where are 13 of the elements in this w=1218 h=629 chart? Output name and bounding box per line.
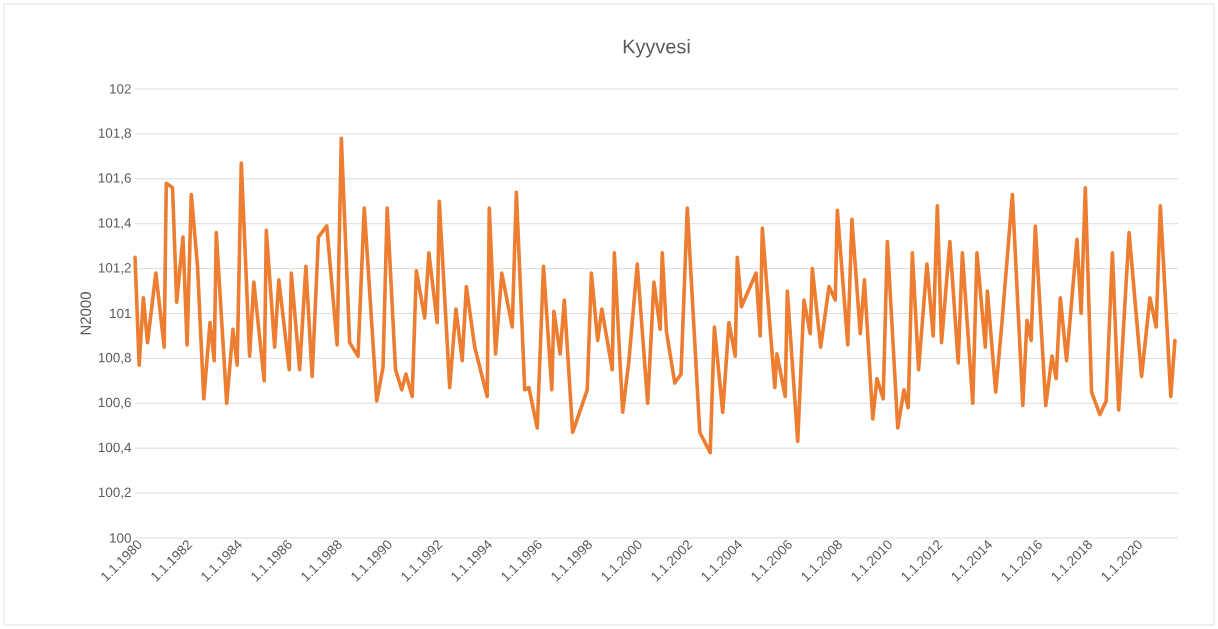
y-tick-label: 101 (110, 308, 131, 319)
y-tick-label: 100,6 (98, 397, 131, 409)
y-axis-title: N2000 (80, 292, 91, 335)
y-tick-label: 101,8 (98, 128, 131, 140)
y-tick-label: 100,4 (98, 442, 132, 454)
y-tick-label: 101,6 (98, 173, 131, 185)
chart-title: Kyyvesi (623, 38, 690, 58)
y-tick-label: 101,4 (98, 218, 132, 230)
y-tick-label: 100,8 (98, 352, 131, 364)
y-tick-label: 102 (110, 84, 131, 94)
y-tick-label: 101,2 (98, 263, 131, 275)
line-series (133, 136, 1177, 455)
y-tick-label: 100,2 (98, 487, 131, 499)
